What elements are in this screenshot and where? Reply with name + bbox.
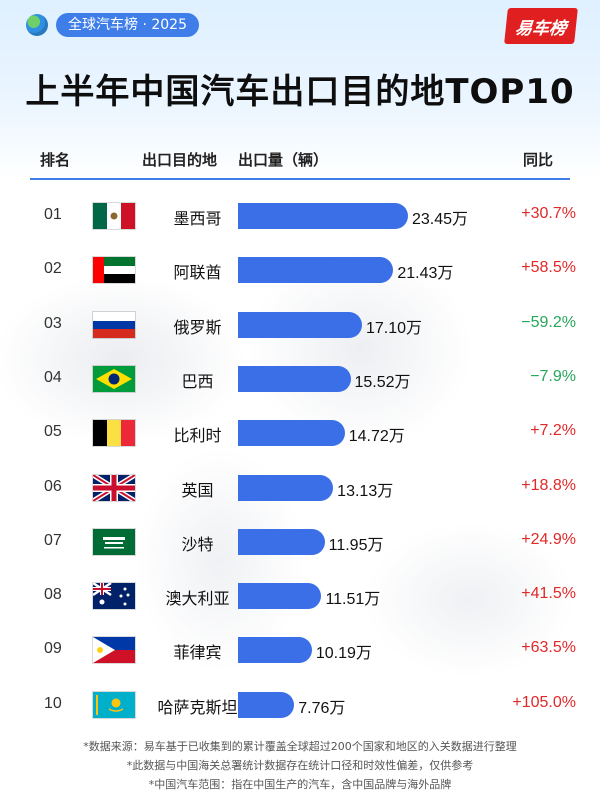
country-name: 阿联酋 [173, 263, 222, 283]
country-name: 哈萨克斯坦 [157, 697, 238, 717]
column-header-volume: 出口量（辆） [238, 151, 329, 169]
yoy-change: −7.9% [530, 367, 576, 385]
australia-flag-icon [93, 583, 135, 610]
yoy-change: +30.7% [521, 205, 576, 222]
export-bar [238, 311, 362, 338]
export-bar [238, 203, 408, 229]
export-value-label: 11.51万 [325, 591, 381, 609]
rank-number: 09 [44, 640, 62, 658]
yoy-change: +24.9% [521, 530, 576, 548]
export-value-label: 15.52万 [354, 373, 411, 391]
russia-flag-icon [93, 311, 135, 338]
export-value-label: 10.19万 [315, 645, 372, 663]
table-row: 03 俄罗斯 17.10万 −59.2% [0, 305, 600, 345]
footnote: *数据来源：易车基于已收集到的累计覆盖全球超过200个国家和地区的入关数据进行整… [83, 740, 517, 753]
export-bar [238, 257, 394, 284]
rank-number: 02 [44, 260, 62, 278]
export-bar [238, 474, 334, 501]
rank-number: 08 [44, 586, 62, 604]
export-bar [238, 365, 351, 392]
yoy-change: +18.8% [521, 476, 576, 494]
yoy-change: −59.2% [521, 313, 576, 331]
table-row: 04 巴西 15.52万 −7.9% [0, 359, 600, 399]
saudi-flag-icon [93, 528, 135, 555]
table-row: 06 英国 13.13万 +18.8% [0, 468, 600, 508]
table-row: 05 比利时 14.72万 +7.2% [0, 413, 600, 453]
header-divider [30, 178, 570, 180]
table-row: 07 沙特 11.95万 +24.9% [0, 522, 600, 562]
country-name: 沙特 [181, 534, 214, 554]
country-name: 俄罗斯 [173, 317, 222, 337]
belgium-flag-icon [93, 420, 135, 447]
philippines-flag-icon [93, 637, 135, 664]
yiche-logo: 易车榜 [504, 8, 578, 44]
top-badge: 全球汽车榜 · 2025 [26, 10, 199, 40]
column-header-destination: 出口目的地 [142, 151, 218, 169]
table-row: 01 墨西哥 23.45万 +30.7% [0, 196, 600, 236]
export-value-label: 14.72万 [348, 428, 405, 446]
yoy-change: +63.5% [521, 639, 576, 657]
country-name: 澳大利亚 [165, 589, 230, 609]
export-value-label: 13.13万 [337, 482, 394, 500]
table-row: 10 哈萨克斯坦 7.76万 +105.0% [0, 685, 600, 725]
column-header-rank: 排名 [40, 151, 71, 169]
footnotes: *数据来源：易车基于已收集到的累计覆盖全球超过200个国家和地区的入关数据进行整… [0, 737, 600, 794]
export-bar [238, 691, 295, 718]
export-value-label: 7.76万 [298, 699, 346, 717]
badge-label: 全球汽车榜 · 2025 [56, 13, 199, 37]
country-name: 菲律宾 [173, 643, 222, 663]
export-bar [238, 583, 322, 610]
export-bar [238, 637, 312, 664]
globe-icon [26, 14, 48, 36]
export-value-label: 21.43万 [397, 265, 454, 283]
rank-number: 05 [44, 423, 62, 441]
rank-number: 03 [44, 314, 62, 332]
country-name: 比利时 [173, 426, 222, 446]
page-title: 上半年中国汽车出口目的地TOP10 [25, 72, 575, 112]
rank-number: 04 [44, 368, 62, 386]
mexico-flag-icon [93, 203, 135, 229]
rank-number: 07 [44, 531, 62, 549]
uae-flag-icon [93, 257, 135, 284]
export-bar [238, 528, 325, 555]
rank-number: 06 [44, 477, 62, 495]
country-name: 巴西 [181, 371, 214, 391]
country-name: 英国 [181, 480, 214, 500]
rank-number: 01 [44, 206, 62, 223]
export-value-label: 17.10万 [365, 319, 422, 337]
yoy-change: +7.2% [530, 422, 576, 440]
kazakhstan-flag-icon [93, 691, 135, 718]
export-bar [238, 420, 345, 447]
table-row: 02 阿联酋 21.43万 +58.5% [0, 250, 600, 290]
rank-number: 10 [44, 694, 62, 712]
column-header-yoy: 同比 [523, 151, 554, 169]
brazil-flag-icon [93, 365, 135, 392]
footnote: *此数据与中国海关总署统计数据存在统计口径和时效性偏差，仅供参考 [126, 759, 474, 772]
uk-flag-icon [93, 474, 135, 501]
export-value-label: 23.45万 [412, 211, 469, 228]
country-name: 墨西哥 [173, 209, 222, 228]
table-row: 08 澳大利亚 11.51万 +41.5% [0, 576, 600, 616]
yoy-change: +105.0% [512, 693, 576, 711]
export-value-label: 11.95万 [328, 536, 384, 554]
footnote: *中国汽车范围：指在中国生产的汽车，含中国品牌与海外品牌 [148, 778, 452, 791]
yoy-change: +58.5% [521, 259, 576, 277]
yoy-change: +41.5% [521, 585, 576, 603]
table-row: 09 菲律宾 10.19万 +63.5% [0, 630, 600, 670]
